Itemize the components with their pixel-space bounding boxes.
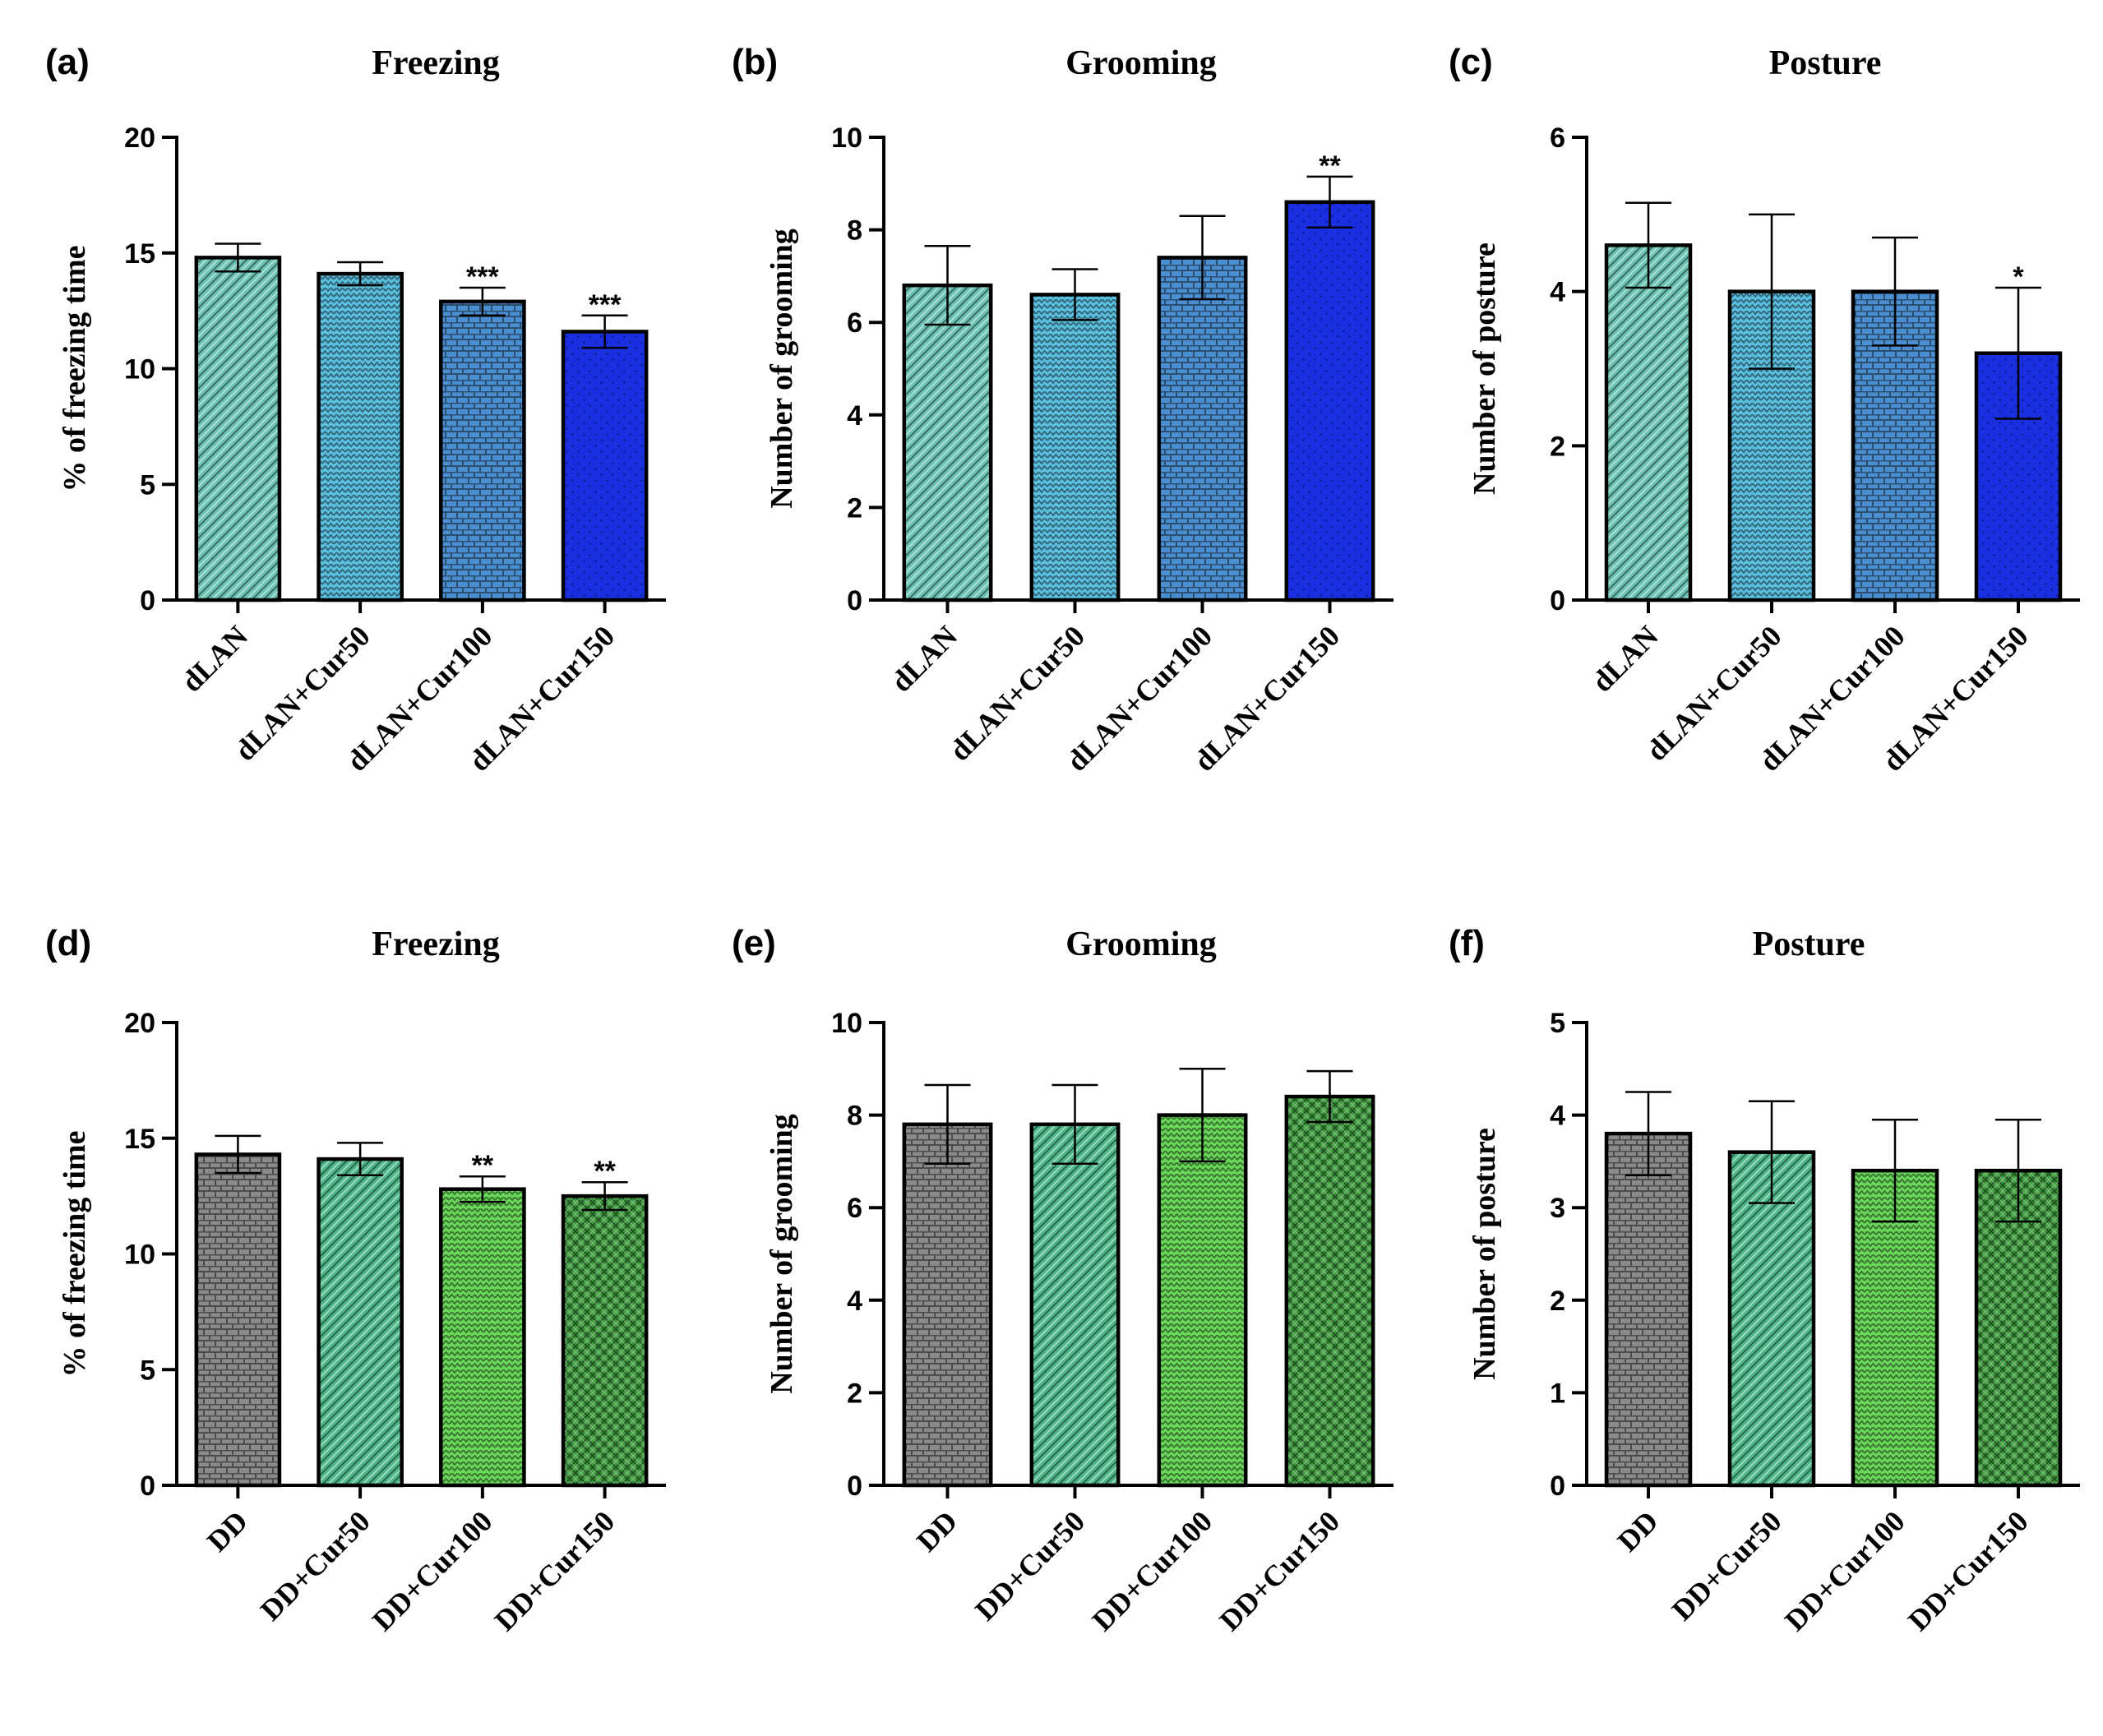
y-tick-label: 1 <box>1550 1378 1565 1409</box>
y-tick-label: 10 <box>831 122 862 154</box>
bar <box>1284 1094 1375 1488</box>
x-tick-label: DD+Cur50 <box>1666 1504 1788 1627</box>
y-tick-label: 10 <box>124 354 155 386</box>
bar <box>902 283 993 603</box>
x-tick-label: DD <box>1611 1504 1665 1558</box>
y-tick-label: 8 <box>847 1101 862 1132</box>
y-tick-label: 2 <box>847 1378 862 1409</box>
significance-marker: *** <box>589 289 622 321</box>
panel-a: (a) Freezing 0 5 10 15 20 % of freezing time dLA… <box>45 42 666 778</box>
y-tick-label: 10 <box>831 1008 862 1039</box>
x-tick-label: dLAN <box>885 619 964 698</box>
y-tick-label: 0 <box>140 585 155 616</box>
bar <box>1604 243 1693 603</box>
y-tick-label: 2 <box>1550 1286 1565 1317</box>
y-tick-label: 20 <box>124 122 155 154</box>
y-tick-label: 3 <box>1550 1193 1565 1224</box>
panel-letter: (c) <box>1449 42 1493 82</box>
bar <box>561 1194 649 1488</box>
y-axis-label: Number of posture <box>1467 242 1502 495</box>
y-tick-label: 0 <box>1550 585 1565 616</box>
panel-letter: (a) <box>45 42 90 82</box>
y-axis-label: Number of grooming <box>765 229 799 509</box>
y-tick-label: 20 <box>124 1008 155 1039</box>
x-tick-label: DD+Cur100 <box>1778 1504 1911 1637</box>
chart-title: Posture <box>1769 44 1882 82</box>
panel-letter: (f) <box>1449 923 1485 963</box>
chart-title: Grooming <box>1065 926 1217 963</box>
y-tick-label: 15 <box>124 238 155 270</box>
bar <box>1157 256 1248 603</box>
chart-title: Grooming <box>1065 44 1217 82</box>
y-tick-label: 6 <box>847 1193 862 1224</box>
significance-marker: ** <box>594 1156 616 1187</box>
significance-marker: *** <box>466 261 499 293</box>
bar <box>194 256 282 603</box>
y-axis-label: % of freezing time <box>58 245 92 492</box>
x-tick-label: dLAN <box>175 619 254 698</box>
y-tick-label: 4 <box>1550 1101 1565 1132</box>
significance-marker: ** <box>1319 150 1341 182</box>
y-axis-label: Number of grooming <box>765 1114 799 1394</box>
y-tick-label: 4 <box>847 400 862 432</box>
chart-title: Freezing <box>372 44 500 82</box>
x-tick-label: DD+Cur100 <box>1086 1504 1219 1637</box>
chart-title: Freezing <box>372 926 500 963</box>
bar <box>439 299 526 603</box>
panel-letter: (d) <box>45 923 91 963</box>
x-tick-label: DD <box>201 1504 254 1558</box>
x-tick-label: DD+Cur50 <box>254 1504 377 1627</box>
bar <box>1974 1168 2063 1488</box>
y-tick-label: 2 <box>1550 431 1565 462</box>
panel-letter: (b) <box>732 42 778 82</box>
bar <box>1727 1150 1816 1488</box>
bar <box>439 1187 526 1488</box>
bar <box>317 1157 404 1488</box>
y-tick-label: 4 <box>847 1286 862 1317</box>
y-tick-label: 10 <box>124 1240 155 1271</box>
chart-title: Posture <box>1753 926 1865 963</box>
y-axis-label: % of freezing time <box>58 1130 92 1377</box>
y-tick-label: 5 <box>1550 1008 1565 1039</box>
y-tick-label: 5 <box>140 1355 155 1386</box>
bar <box>1029 1122 1121 1488</box>
bar <box>1157 1113 1248 1488</box>
y-axis-label: Number of posture <box>1467 1128 1502 1380</box>
x-tick-label: DD+Cur150 <box>488 1504 622 1637</box>
y-tick-label: 4 <box>1550 277 1565 308</box>
y-tick-label: 6 <box>1550 122 1565 154</box>
bar <box>561 330 649 603</box>
x-tick-label: dLAN <box>1585 619 1664 698</box>
bar <box>317 271 404 603</box>
y-tick-label: 5 <box>140 469 155 501</box>
panel-b: (b) Grooming 0 2 4 6 8 10 Number of grooming dLAN… <box>732 42 1394 778</box>
panel-letter: (e) <box>732 923 776 963</box>
y-tick-label: 6 <box>847 307 862 339</box>
x-tick-label: DD+Cur150 <box>1213 1504 1347 1637</box>
bar <box>1284 200 1375 603</box>
significance-marker: * <box>2013 261 2024 293</box>
y-tick-label: 8 <box>847 215 862 247</box>
bar <box>902 1122 993 1488</box>
x-tick-label: DD+Cur100 <box>366 1504 499 1637</box>
x-tick-label: DD+Cur50 <box>968 1504 1091 1627</box>
y-tick-label: 0 <box>847 585 862 616</box>
y-tick-label: 2 <box>847 492 862 524</box>
y-tick-label: 15 <box>124 1124 155 1155</box>
bar <box>1604 1131 1693 1488</box>
bar <box>194 1152 282 1488</box>
y-tick-label: 0 <box>140 1471 155 1502</box>
x-tick-label: DD+Cur150 <box>1902 1504 2035 1637</box>
y-tick-label: 0 <box>847 1471 862 1502</box>
x-tick-label: DD <box>910 1504 964 1558</box>
y-tick-label: 0 <box>1550 1471 1565 1502</box>
bar <box>1029 293 1121 603</box>
significance-marker: ** <box>472 1150 494 1181</box>
